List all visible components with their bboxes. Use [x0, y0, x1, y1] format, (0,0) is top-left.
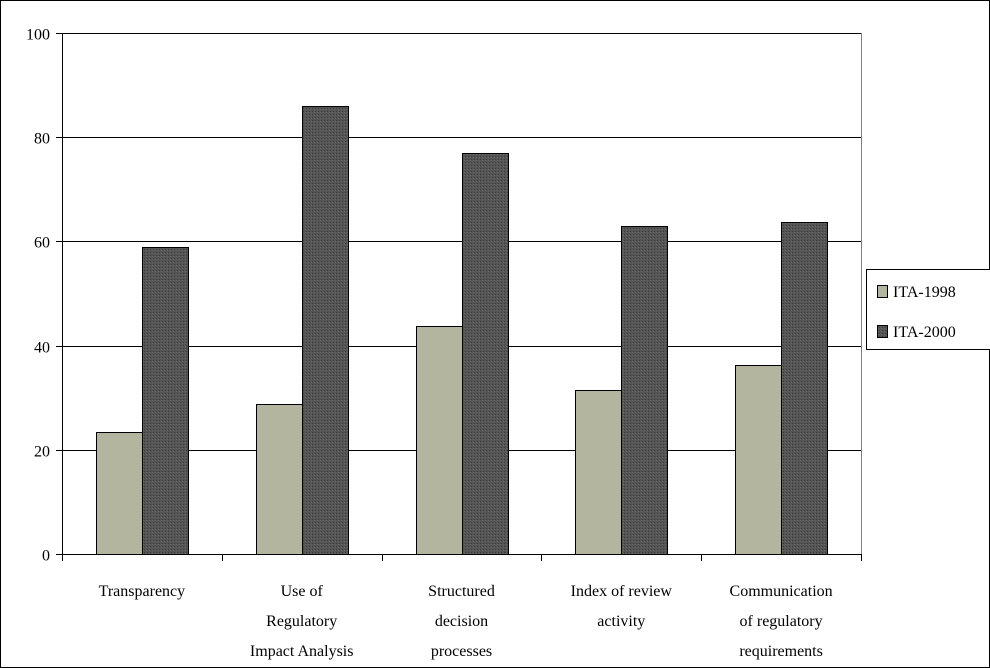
x-tick-labels: Transparency Use of Regulatory Impact Analy… [99, 583, 833, 660]
y-tick-label: 60 [34, 235, 50, 252]
bar-ita-2000-1 [302, 106, 349, 555]
x-category-label: activity [597, 613, 645, 630]
axes [56, 33, 862, 561]
bar-ita-2000-0 [142, 247, 189, 555]
y-tick-label: 100 [26, 27, 50, 44]
x-category-label: Communication [730, 583, 833, 600]
bar-ita-1998-1 [256, 404, 303, 555]
y-tick-label: 0 [42, 548, 50, 565]
x-category-label: Regulatory [266, 613, 337, 630]
y-tick-label: 80 [34, 131, 50, 148]
x-category-label: Impact Analysis [250, 643, 354, 660]
x-category-label: requirements [739, 643, 823, 660]
x-category-label: Structured [428, 583, 495, 600]
bar-ita-2000-4 [781, 222, 828, 555]
bar-ita-1998-3 [575, 390, 622, 555]
legend-swatch-ita-2000 [877, 325, 888, 338]
y-tick-labels: 0 20 40 60 80 100 [26, 27, 50, 565]
bar-ita-2000-3 [621, 226, 668, 555]
x-category-label: Use of [281, 583, 324, 600]
legend-label-ita-1998: ITA-1998 [893, 284, 956, 301]
x-category-label: Transparency [99, 583, 186, 600]
legend: ITA-1998 ITA-2000 [866, 269, 990, 350]
x-category-label: Index of review [571, 583, 673, 600]
bars [96, 106, 828, 555]
legend-label-ita-2000: ITA-2000 [893, 324, 956, 341]
legend-swatch-ita-1998 [877, 285, 888, 298]
y-tick-label: 40 [34, 340, 50, 357]
bar-ita-1998-0 [96, 432, 143, 555]
x-category-label: decision [435, 613, 488, 630]
y-tick-label: 20 [34, 444, 50, 461]
bar-ita-2000-2 [462, 153, 509, 555]
bar-ita-1998-2 [416, 326, 463, 555]
x-category-label: processes [431, 643, 492, 660]
bar-ita-1998-4 [735, 365, 782, 555]
x-category-label: of regulatory [740, 613, 823, 630]
